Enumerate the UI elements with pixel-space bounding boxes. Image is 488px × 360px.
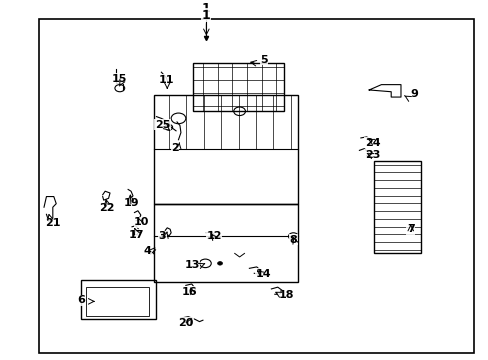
Text: 10: 10 [134,217,149,227]
Text: 16: 16 [182,287,197,297]
Bar [81,280,156,319]
Text: 22: 22 [99,203,114,213]
Bar [373,161,420,253]
Text: 14: 14 [255,269,270,279]
Text: 17: 17 [128,230,143,240]
Bar [193,63,283,111]
Bar [154,204,298,282]
Bar [85,287,149,316]
Text: 25: 25 [154,120,170,130]
Text: 18: 18 [278,290,293,300]
Circle shape [217,262,222,265]
Bar [154,95,298,204]
Text: 9: 9 [410,89,418,99]
Text: 21: 21 [45,218,61,228]
Bar [39,19,473,353]
Text: 15: 15 [112,73,127,84]
Text: 24: 24 [364,138,380,148]
Text: 3: 3 [158,231,166,241]
Text: 1: 1 [202,9,210,22]
Text: 13: 13 [184,260,200,270]
Text: 6: 6 [77,295,85,305]
Text: 5: 5 [260,55,267,65]
Text: 7: 7 [406,224,414,234]
Text: 2: 2 [171,143,179,153]
Text: 20: 20 [178,318,193,328]
Text: 23: 23 [364,150,380,159]
Text: 19: 19 [123,198,139,208]
Text: 4: 4 [143,246,151,256]
Text: 12: 12 [206,231,222,241]
Text: 11: 11 [158,75,174,85]
Text: 1: 1 [202,3,210,15]
Text: 8: 8 [289,235,297,245]
